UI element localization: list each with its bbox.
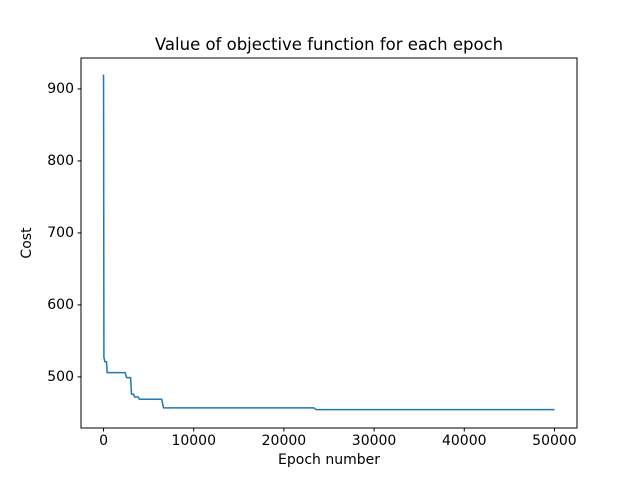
y-tick-label: 700 xyxy=(47,224,74,241)
x-tick-label: 10000 xyxy=(171,433,216,449)
axes-frame xyxy=(80,57,578,429)
chart-title: Value of objective function for each epo… xyxy=(154,35,504,54)
x-axis-label: Epoch number xyxy=(278,452,380,468)
x-tick-label: 0 xyxy=(99,433,108,449)
x-tick-label: 50000 xyxy=(532,433,577,449)
x-tick-label: 30000 xyxy=(351,433,397,449)
y-tick-label: 900 xyxy=(47,80,74,97)
y-tick-label: 800 xyxy=(47,152,74,169)
y-tick-label: 500 xyxy=(47,368,74,385)
y-tick-label: 600 xyxy=(47,296,74,313)
cost-line xyxy=(102,74,555,411)
x-tick-label: 20000 xyxy=(261,433,307,449)
x-tick-label: 40000 xyxy=(441,433,487,449)
